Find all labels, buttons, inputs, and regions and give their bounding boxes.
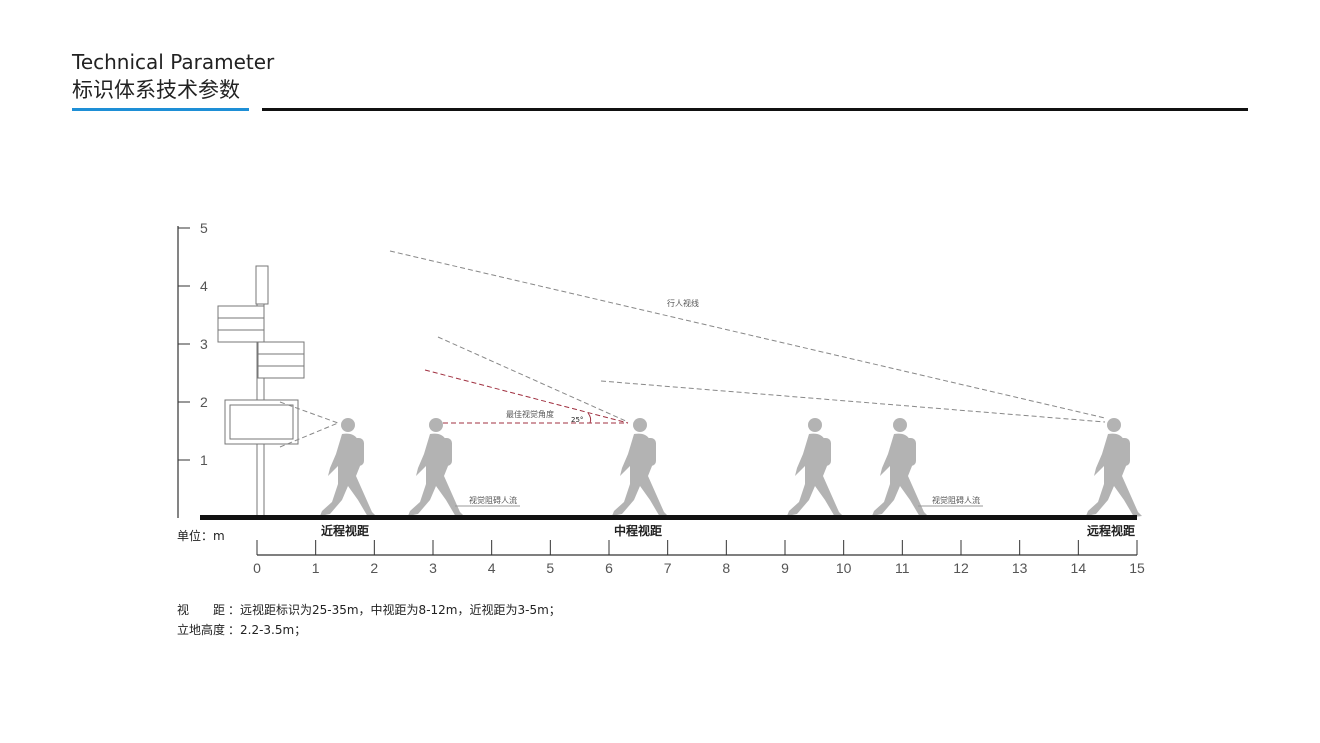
title-cn: 标识体系技术参数 bbox=[72, 78, 240, 102]
best-angle-label: 最佳视觉角度 bbox=[506, 409, 554, 419]
sight-line-label: 行人视线 bbox=[667, 298, 699, 308]
divider bbox=[262, 108, 1248, 111]
sight-lines bbox=[279, 250, 1106, 448]
x-tick-label: 0 bbox=[253, 560, 261, 576]
zone-label: 中程视距 bbox=[614, 523, 662, 538]
note-label: 视 距 bbox=[177, 602, 225, 617]
x-tick-label: 2 bbox=[370, 560, 378, 576]
note-text: ：远视距标识为25-35m，中视距为8-12m，近视距为3-5m； bbox=[228, 602, 561, 617]
x-tick-label: 10 bbox=[836, 560, 852, 576]
obstruction-label: 视觉阻碍人流 bbox=[932, 495, 980, 505]
x-tick-label: 12 bbox=[953, 560, 969, 576]
x-tick-label: 6 bbox=[605, 560, 613, 576]
x-tick-label: 13 bbox=[1012, 560, 1028, 576]
note-text: ：2.2-3.5m； bbox=[228, 623, 306, 637]
x-tick-label: 14 bbox=[1071, 560, 1087, 576]
pedestrians bbox=[320, 418, 1142, 517]
x-tick-label: 4 bbox=[488, 560, 496, 576]
zone-label: 近程视距 bbox=[321, 523, 369, 538]
x-tick-label: 5 bbox=[546, 560, 554, 576]
obstruction-label: 视觉阻碍人流 bbox=[469, 495, 517, 505]
accent-line bbox=[72, 108, 249, 111]
unit-label: 单位：m bbox=[177, 528, 225, 543]
y-tick-label: 5 bbox=[200, 220, 208, 236]
note-label: 立地高度 bbox=[177, 622, 225, 637]
x-axis: 0 1 2 3 4 5 6 7 8 9 10 11 12 13 14 15 bbox=[253, 540, 1145, 576]
x-tick-label: 8 bbox=[722, 560, 730, 576]
x-tick-label: 15 bbox=[1129, 560, 1145, 576]
x-tick-label: 3 bbox=[429, 560, 437, 576]
x-tick-label: 7 bbox=[664, 560, 672, 576]
title-en: Technical Parameter bbox=[71, 50, 275, 74]
angle-label: 25° bbox=[571, 416, 583, 424]
y-tick-label: 2 bbox=[200, 394, 208, 410]
y-tick-label: 4 bbox=[200, 278, 208, 294]
y-tick-label: 1 bbox=[200, 452, 208, 468]
x-tick-label: 1 bbox=[312, 560, 320, 576]
y-tick-label: 3 bbox=[200, 336, 208, 352]
y-axis: 1 2 3 4 5 bbox=[177, 220, 208, 518]
sign-pole bbox=[217, 265, 305, 519]
x-tick-label: 11 bbox=[895, 560, 910, 576]
zone-label: 远程视距 bbox=[1087, 523, 1135, 538]
ground bbox=[200, 515, 1137, 520]
x-tick-label: 9 bbox=[781, 560, 789, 576]
